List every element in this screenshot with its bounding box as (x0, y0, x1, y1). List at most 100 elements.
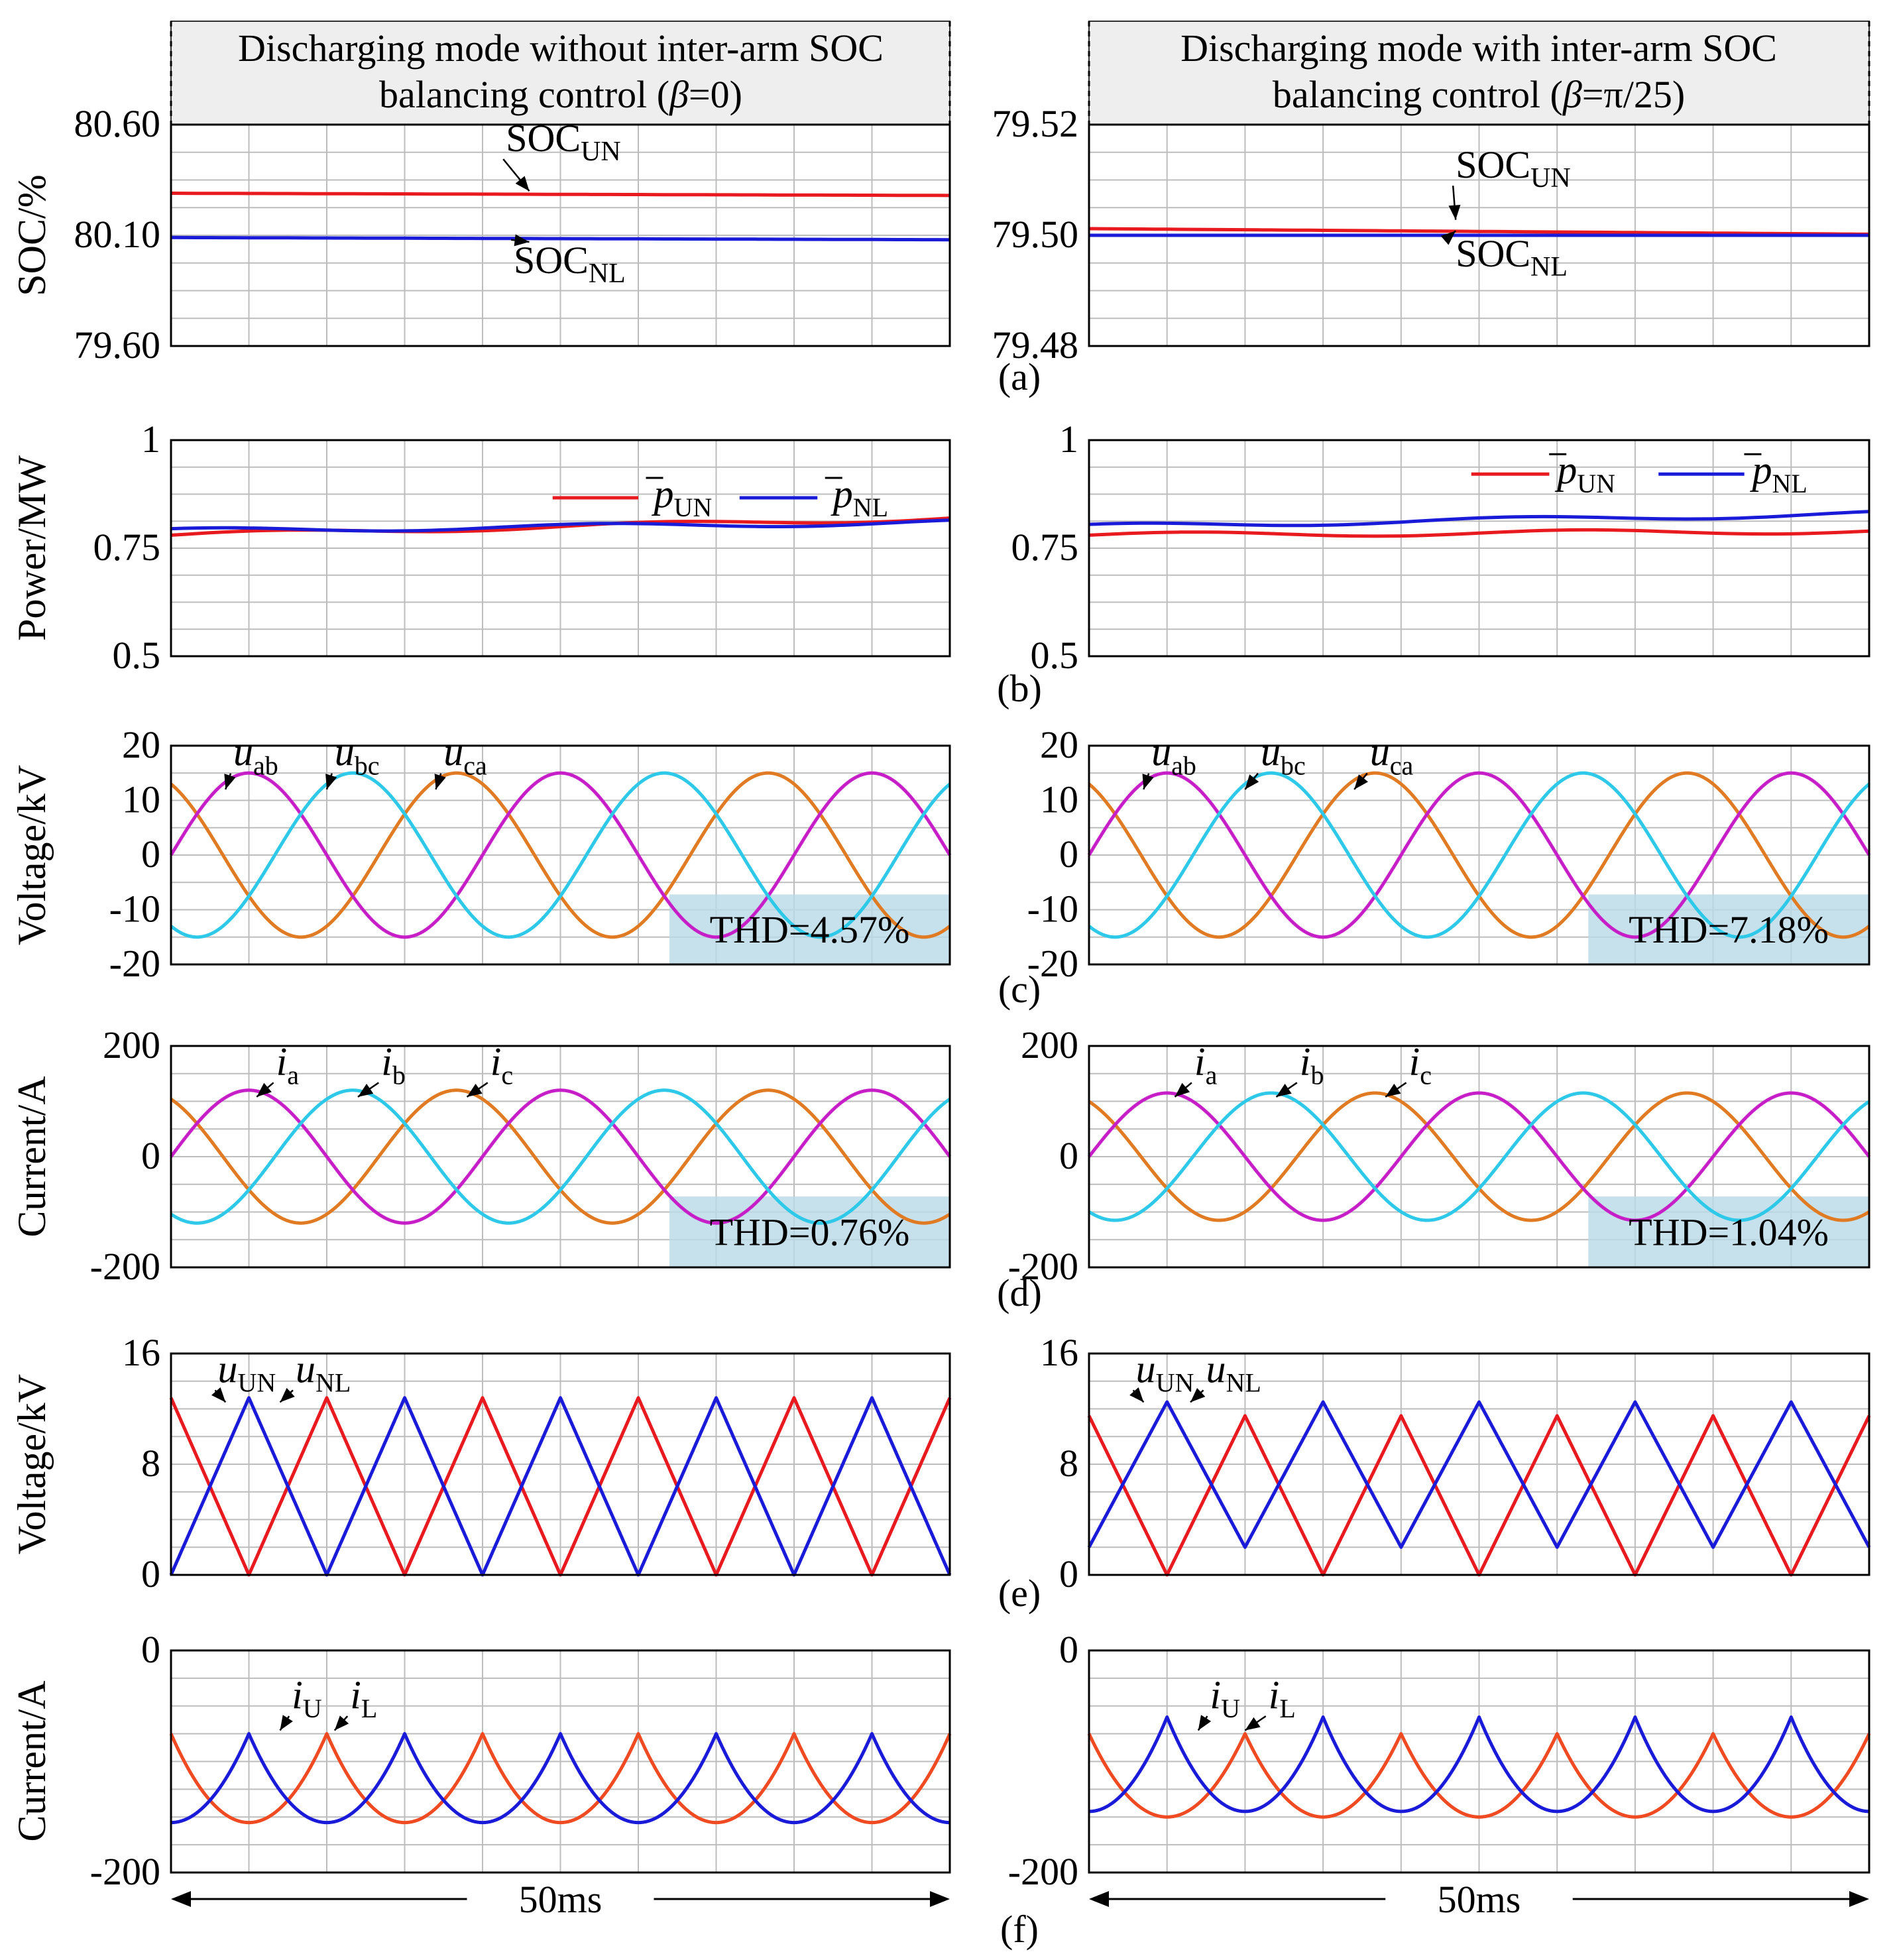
plot-frame (1088, 744, 1870, 966)
series-uca (170, 771, 951, 939)
series-pUN (1088, 528, 1870, 538)
y-tick-label: 0 (1059, 833, 1078, 876)
y-tick-label: 0 (1059, 1134, 1078, 1177)
series-label-ia-arrow-head (1175, 1082, 1190, 1097)
y-tick-label: 16 (1040, 1331, 1078, 1374)
y-tick-label: 8 (1059, 1442, 1078, 1485)
series-label-uNL: uNL (296, 1347, 351, 1397)
y-tick-label: 0.75 (1011, 526, 1079, 569)
series-label-ib: ib (1300, 1039, 1324, 1090)
y-tick-label: 1 (141, 418, 160, 461)
series-label-ic: ic (490, 1039, 513, 1090)
panel-label: (c) (998, 968, 1041, 1011)
plot-frame (170, 1649, 951, 1874)
series-SOCNL (170, 235, 950, 242)
series-label-SOCUN-arrow-head (1448, 204, 1461, 220)
series-iL (170, 1732, 951, 1825)
panel-label: (e) (998, 1572, 1041, 1615)
series-label-uca-arrow-head (434, 774, 446, 789)
series-label-SOCUN: SOCUN (1456, 143, 1571, 194)
plot-frame (170, 439, 951, 658)
series-label-ic-arrow-head (467, 1083, 483, 1097)
y-tick-label: -200 (1008, 1850, 1078, 1893)
plot-frame (170, 1045, 951, 1269)
y-tick-label: 79.52 (992, 102, 1079, 145)
y-axis-label: Current/A (10, 1076, 54, 1237)
y-axis-label: Current/A (10, 1680, 54, 1841)
y-tick-label: 79.48 (992, 323, 1079, 367)
series-label-pUN: pUN (652, 472, 713, 522)
y-tick-label: 0 (141, 1134, 160, 1177)
y-tick-label: -20 (109, 942, 160, 985)
series-label-iU-arrow-head (280, 1715, 293, 1731)
series-label-ia: ia (1194, 1039, 1218, 1090)
series-label-iL-arrow-head (1245, 1717, 1261, 1731)
plot-frame (170, 744, 951, 966)
series-label-iL: iL (350, 1673, 377, 1723)
y-tick-label: -20 (1027, 942, 1078, 985)
series-label-uab-arrow-head (224, 774, 236, 789)
chart-b-left: 1 0.75 0.5 Power/MW pUN pNL (10, 418, 951, 677)
thd-label: THD=7.18% (1629, 908, 1829, 951)
header-right-line1: Discharging mode with inter-arm SOC (1180, 27, 1777, 70)
series-label-iL: iL (1269, 1673, 1296, 1723)
y-tick-label: 0 (141, 1552, 160, 1595)
chart-d-left: THD=0.76% 200 0 -200 Current/A ia ib ic (10, 1023, 952, 1288)
y-tick-label: 20 (1040, 723, 1078, 766)
series-label-uab: uab (1151, 730, 1196, 781)
span-arrow-left (171, 1891, 191, 1907)
span-arrow-left (1089, 1891, 1109, 1907)
y-tick-label: -200 (90, 1245, 160, 1288)
panel-label: (b) (997, 667, 1042, 710)
series-label-uca: uca (1370, 730, 1414, 781)
series-ic (1088, 1091, 1870, 1222)
series-label-ia: ia (276, 1039, 300, 1090)
plot-frame (1088, 439, 1870, 658)
span-arrow-right (1849, 1891, 1869, 1907)
series-pNL (1088, 510, 1870, 528)
y-tick-label: 79.50 (992, 213, 1079, 256)
panel-label: (a) (998, 355, 1041, 398)
y-tick-label: -200 (90, 1850, 160, 1893)
y-axis-label: Voltage/kV (10, 765, 54, 945)
y-tick-label: 0 (141, 1628, 160, 1671)
y-tick-label: -200 (1008, 1245, 1078, 1288)
y-axis-label: Power/MW (10, 455, 54, 641)
thd-label: THD=1.04% (1629, 1211, 1829, 1254)
y-axis-label: Voltage/kV (10, 1374, 54, 1554)
chart-a-right: 79.52 79.50 79.48 SOCUN SOCNL (a) (992, 102, 1870, 398)
series-label-uab-arrow-head (1142, 774, 1154, 789)
series-iL (1088, 1715, 1870, 1814)
chart-e-right: 16 8 0 uUN uNL (e) (998, 1331, 1871, 1615)
series-label-SOCNL-arrow-head (1440, 231, 1456, 245)
thd-label: THD=4.57% (710, 908, 910, 951)
series-label-ic-arrow-head (1385, 1083, 1401, 1097)
thd-box (1588, 1196, 1869, 1267)
y-tick-label: 0.75 (93, 526, 161, 569)
panel-label: (d) (997, 1271, 1042, 1314)
series-label-uca: uca (443, 730, 487, 781)
y-tick-label: 20 (122, 723, 160, 766)
series-label-ubc: ubc (1261, 730, 1306, 781)
y-tick-label: 0 (1059, 1628, 1078, 1671)
chart-b-right: 1 0.75 0.5 pUN pNL (b) (997, 418, 1870, 710)
y-tick-label: 1 (1059, 418, 1078, 461)
y-tick-label: 200 (1021, 1023, 1078, 1066)
panel-label: (f) (1000, 1908, 1039, 1951)
plot-frame (1088, 1649, 1870, 1874)
series-label-SOCNL: SOCNL (1456, 232, 1568, 282)
chart-c-right: THD=7.18% 20 10 0 -10 -20 uab ubc uca (c) (998, 723, 1871, 1011)
series-label-iL-arrow-head (334, 1715, 349, 1731)
series-label-ia-arrow-head (257, 1082, 272, 1097)
series-label-SOCNL-arrow-head (514, 234, 530, 247)
span-arrow-right (930, 1891, 950, 1907)
series-uNL (1087, 1400, 1871, 1549)
y-tick-label: 0 (1059, 1552, 1078, 1595)
y-tick-label: 80.60 (74, 102, 161, 145)
series-label-SOCUN-arrow-head (515, 176, 530, 192)
series-label-ib: ib (381, 1039, 406, 1090)
y-tick-label: -10 (1027, 888, 1078, 931)
chart-f-right: 0 -200 iU iL (f) 50ms (1000, 1628, 1871, 1951)
time-span-label: 50ms (519, 1878, 603, 1921)
